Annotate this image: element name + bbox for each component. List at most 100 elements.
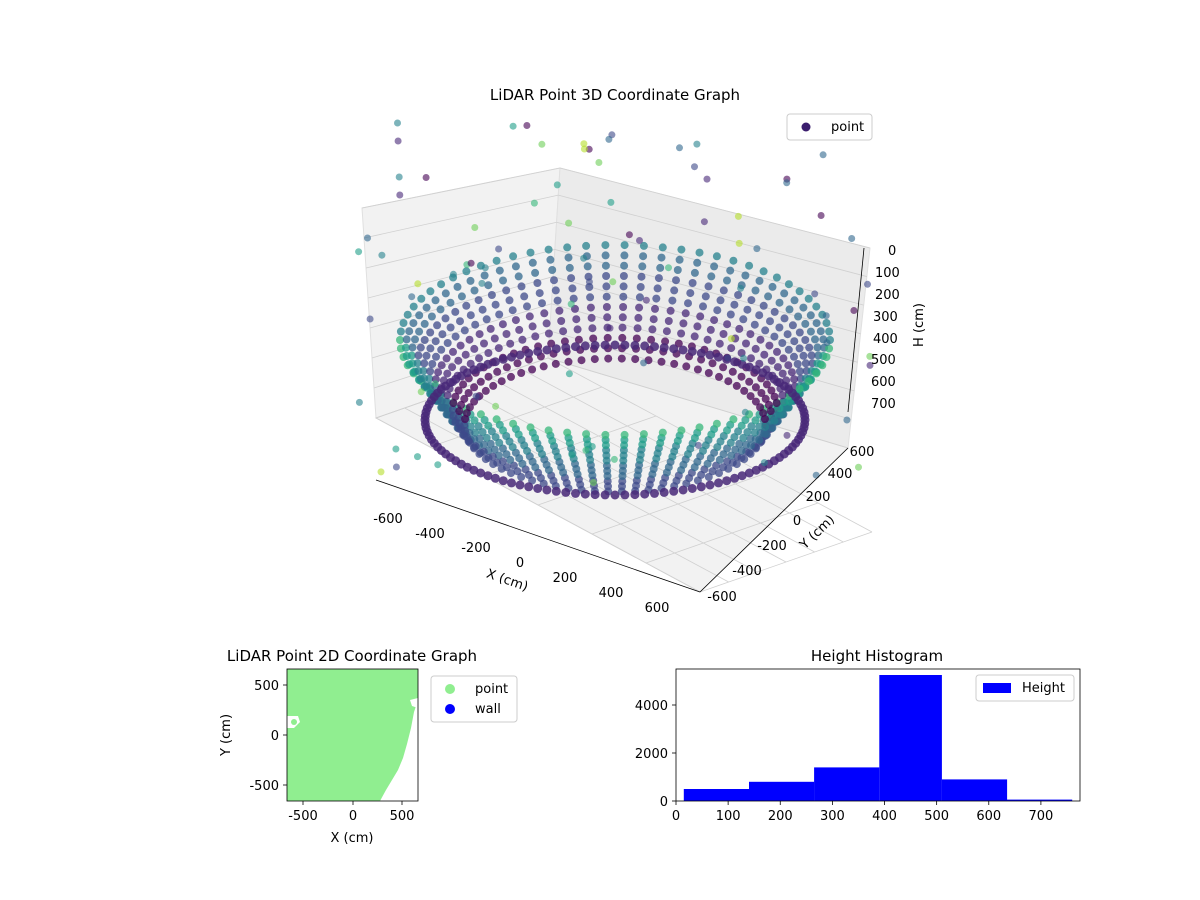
point-3d [739,433,748,442]
point-3d [551,359,560,368]
point-3d [437,345,446,354]
point-3d [696,312,705,321]
x-tick-label: 300 [820,809,845,824]
x-tick-label: 0 [516,556,524,571]
point-3d [804,377,813,386]
point-3d [434,368,443,377]
point-3d [396,336,404,344]
point-3d [617,354,626,363]
x-tick-label: 200 [553,571,578,586]
point-3d [586,303,595,312]
point-3d [417,294,426,303]
point-3d [638,262,647,271]
point-3d [514,272,523,281]
point-3d [509,122,517,130]
point-3d [586,293,595,302]
point-3d [751,397,760,406]
point-3d [650,342,659,352]
point-3d [426,367,435,376]
point-3d [817,212,825,219]
point-3d [813,343,822,352]
point-3d [659,343,669,353]
point-3d [719,363,728,372]
point-3d [799,303,808,312]
y-tick-label: 500 [254,679,279,694]
point-3d [442,397,451,406]
point-3d [811,290,819,298]
point-3d [740,386,749,395]
point-3d [471,320,480,329]
point-3d [670,359,679,368]
z-tick-label: 200 [875,288,900,303]
point-3d [737,372,746,381]
point-3d [658,428,667,437]
point-3d [457,292,466,301]
point-3d [765,341,774,350]
point-3d [775,323,784,332]
point-3d [708,467,717,476]
point-3d [730,473,740,483]
point-3d [443,369,452,378]
point-3d [484,281,493,290]
point-3d [619,282,628,291]
point-3d [801,319,810,328]
point-3d [502,286,511,295]
point-3d [729,415,738,424]
point-3d [408,343,417,352]
z-tick-label: 400 [873,332,898,347]
point-3d [790,337,799,346]
point-3d [524,482,534,492]
point-3d [743,305,752,314]
point-3d [773,347,781,356]
grid-line [361,167,561,209]
point-3d [708,359,717,368]
point-3d [414,280,422,288]
point-3d [620,241,629,250]
point-3d [822,353,831,361]
y-tick-label: 200 [806,490,831,505]
point-3d [470,344,479,353]
legend-2d-label-wall: wall [475,702,501,717]
histogram-bar [749,781,815,801]
point-3d [490,473,500,483]
point-3d [462,267,471,276]
point-3d [494,451,503,460]
point-3d [715,455,724,464]
point-3d [539,362,548,371]
point-3d [850,307,858,314]
point-3d [491,433,500,442]
point-3d [565,219,573,227]
point-3d [686,289,695,298]
point-3d [517,369,526,377]
point-3d [437,361,446,370]
point-3d [770,332,779,341]
point-3d [544,329,553,338]
point-3d [806,311,815,320]
point-3d [589,334,598,343]
point-3d [855,463,862,471]
point-3d [525,312,534,321]
point-3d [585,283,594,291]
point-3d [490,334,499,343]
point-3d [531,268,540,277]
point-3d [580,341,590,351]
z-tick-label: 100 [875,266,900,281]
point-3d [355,248,363,256]
point-3d [724,354,732,362]
point-3d [432,352,440,361]
point-3d [508,306,517,315]
point-3d [499,276,507,285]
point-3d [487,427,496,436]
point-3d [460,326,469,335]
point-region-notch [410,698,418,708]
point-3d [583,262,592,271]
point-3d [619,303,628,311]
point-3d [712,461,721,470]
point-3d [653,284,662,293]
point-3d [567,274,576,283]
point-3d [822,319,831,327]
point-3d [819,151,827,159]
point-3d [825,327,834,336]
point-3d [620,261,629,270]
